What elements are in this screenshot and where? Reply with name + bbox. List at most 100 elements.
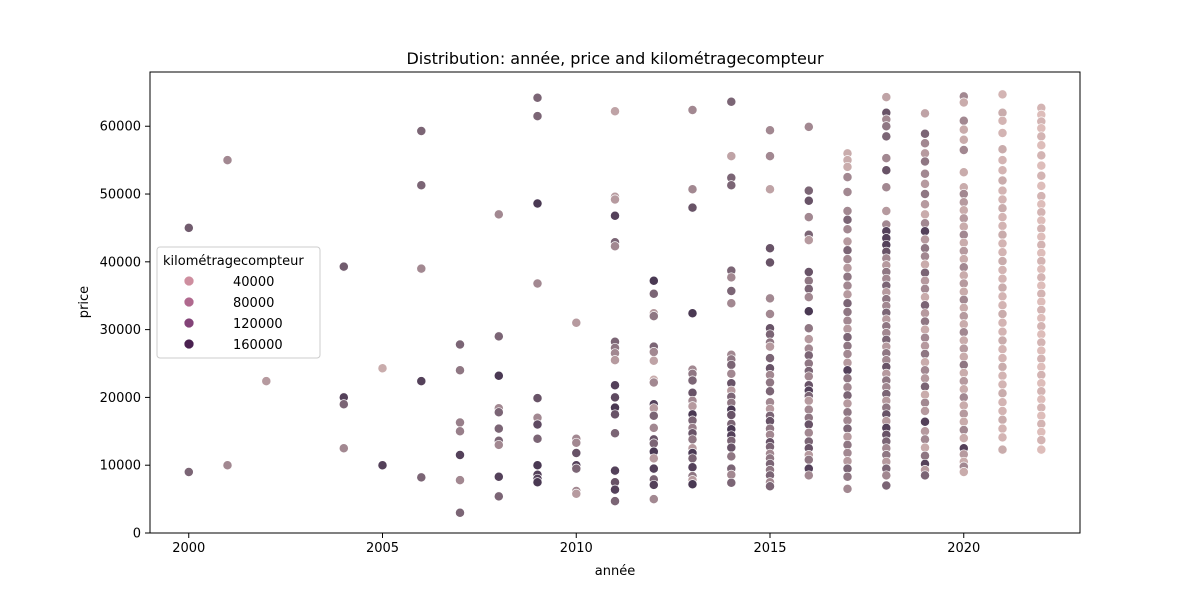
data-point	[416, 472, 427, 483]
data-point	[920, 406, 930, 416]
data-point	[261, 376, 272, 387]
data-point	[881, 131, 892, 142]
data-point	[571, 437, 582, 448]
data-point	[920, 470, 930, 481]
data-point	[1036, 256, 1047, 267]
data-point	[842, 271, 853, 282]
data-point	[920, 234, 930, 245]
data-point	[1036, 410, 1047, 421]
data-point	[803, 323, 814, 334]
legend-label-2: 80000	[233, 296, 274, 311]
data-point	[648, 288, 659, 299]
data-point	[1036, 231, 1047, 242]
data-point	[765, 341, 775, 352]
data-point	[842, 245, 853, 256]
data-point	[920, 397, 930, 408]
data-point	[765, 353, 775, 364]
data-point	[571, 488, 582, 499]
data-point	[997, 335, 1008, 346]
data-point	[493, 407, 504, 418]
data-point	[726, 286, 737, 296]
data-point	[842, 289, 853, 300]
data-point	[648, 479, 659, 490]
data-point	[842, 206, 853, 216]
data-point	[455, 426, 465, 437]
data-point	[842, 323, 853, 334]
data-point	[1036, 370, 1047, 380]
legend-marker-1	[183, 275, 195, 287]
data-point	[1036, 207, 1047, 218]
data-point	[416, 126, 427, 136]
data-point	[648, 463, 659, 474]
legend-marker-4	[183, 338, 195, 350]
y-tick-label: 50000	[100, 188, 141, 203]
data-point	[997, 175, 1008, 186]
data-point	[920, 259, 930, 270]
y-tick-label: 40000	[100, 255, 141, 270]
data-point	[997, 273, 1008, 284]
data-point	[687, 479, 698, 490]
data-point	[997, 247, 1008, 258]
data-point	[455, 365, 465, 376]
data-point	[493, 471, 504, 482]
data-point	[648, 347, 659, 357]
data-point	[493, 209, 504, 220]
data-point	[958, 124, 969, 135]
data-point	[1036, 160, 1047, 171]
data-point	[765, 125, 775, 136]
legend-label-4: 160000	[233, 338, 283, 353]
data-point	[571, 448, 582, 458]
data-point	[183, 222, 194, 233]
data-point	[842, 382, 853, 393]
data-point	[610, 241, 620, 252]
data-point	[997, 185, 1008, 196]
data-point	[920, 308, 930, 319]
data-point	[222, 155, 233, 166]
data-point	[803, 395, 814, 406]
data-point	[842, 398, 853, 409]
data-point	[997, 144, 1008, 155]
data-point	[803, 427, 814, 438]
data-point	[803, 212, 814, 223]
data-point	[532, 198, 543, 209]
data-point	[1036, 394, 1047, 405]
data-point	[997, 265, 1008, 275]
data-point	[997, 220, 1008, 231]
legend-box	[156, 246, 321, 359]
data-point	[920, 178, 930, 189]
data-point	[997, 361, 1008, 372]
data-point	[338, 261, 349, 272]
data-point	[726, 298, 737, 309]
data-point	[920, 349, 930, 359]
data-point	[997, 229, 1008, 240]
data-point	[571, 463, 582, 474]
y-tick-label: 10000	[100, 459, 141, 474]
data-point	[958, 416, 969, 427]
data-point	[1036, 180, 1047, 191]
y-axis-label: price	[77, 286, 92, 318]
data-point	[842, 236, 853, 247]
data-point	[765, 243, 775, 254]
data-point	[610, 210, 620, 221]
data-point	[765, 386, 775, 397]
data-point	[726, 272, 737, 283]
data-point	[803, 235, 814, 246]
data-point	[687, 462, 698, 473]
data-point	[997, 444, 1008, 455]
data-point	[881, 165, 892, 176]
data-point	[726, 368, 737, 379]
data-point	[920, 209, 930, 220]
data-point	[997, 317, 1008, 328]
data-point	[532, 460, 543, 471]
data-point	[1036, 345, 1047, 356]
data-point	[958, 327, 969, 338]
data-point	[997, 203, 1008, 214]
data-point	[958, 145, 969, 155]
data-point	[920, 108, 930, 119]
data-point	[726, 477, 737, 488]
data-point	[532, 393, 543, 404]
data-point	[687, 105, 698, 115]
data-point	[610, 409, 620, 420]
data-point	[1036, 296, 1047, 307]
